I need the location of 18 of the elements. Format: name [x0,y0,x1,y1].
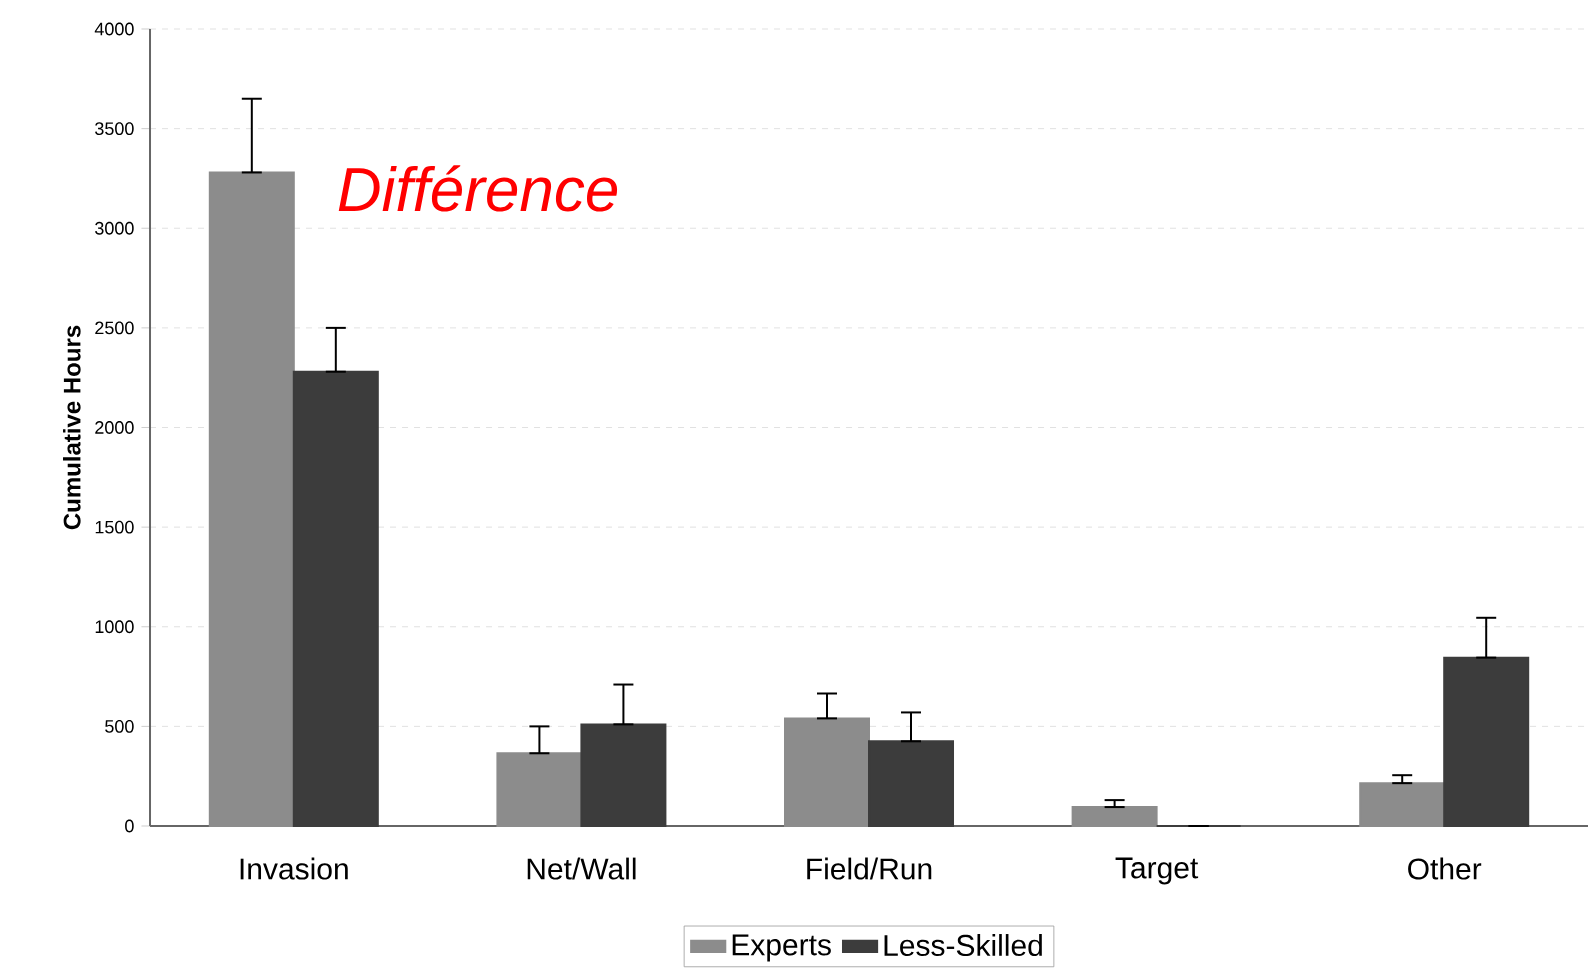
annotation: Différence [338,165,618,212]
x-tick-label: Net/Wall [527,857,636,880]
y-axis-title: Cumulative Hours [63,325,81,530]
legend-label: Experts [732,934,831,962]
y-tick-label: 0 [125,819,134,833]
y-tick-label: 3500 [95,122,134,136]
legend-label: Less-Skilled [884,934,1042,957]
x-tick-label: Invasion [240,857,348,880]
y-tick-label: 1500 [95,520,134,534]
y-tick-label: 2500 [95,321,134,335]
x-tick-label: Other [1408,857,1482,880]
y-tick-label: 500 [105,719,134,733]
y-tick-label: 2000 [95,421,134,434]
y-tick-label: 3000 [95,221,134,235]
y-tick-label: 1000 [95,620,134,634]
x-tick-label: Target [1115,857,1199,885]
y-tick-label: 4000 [94,22,134,36]
x-tick-label: Field/Run [807,857,932,880]
